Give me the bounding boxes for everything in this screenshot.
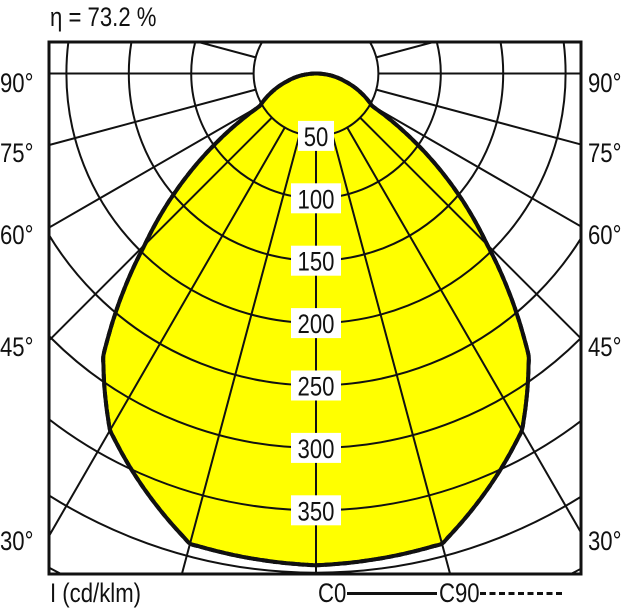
radial-tick-300: 300 — [298, 435, 335, 465]
angle-label-left: 60° — [0, 221, 33, 251]
unit-label: I (cd/klm) — [50, 578, 142, 608]
legend-solid-line — [346, 592, 437, 595]
legend-dashed-line — [480, 592, 563, 595]
angle-label-left: 75° — [0, 139, 33, 169]
angle-label-right: 45° — [588, 333, 621, 363]
legend-c0-label: C0 — [318, 578, 347, 608]
radial-tick-350: 350 — [298, 497, 335, 527]
radial-tick-50: 50 — [304, 123, 329, 153]
legend: C0 C90 — [318, 578, 563, 609]
legend-c90-label: C90 — [438, 578, 480, 608]
efficiency-label: η = 73.2 % — [50, 2, 157, 32]
angle-label-left: 45° — [0, 333, 33, 363]
intensity-outline — [101, 71, 531, 568]
radial-tick-100: 100 — [298, 185, 335, 215]
angle-label-right: 60° — [588, 221, 621, 251]
angle-label-right: 75° — [588, 139, 621, 169]
radial-tick-200: 200 — [298, 310, 335, 340]
angle-label-right: 90° — [588, 69, 621, 99]
radial-tick-250: 250 — [298, 373, 335, 403]
angle-labels: 90° 75° 60° 45° 30° 90° 75° 60° 45° 30° — [0, 69, 621, 557]
radial-tick-150: 150 — [298, 248, 335, 278]
angle-label-right: 30° — [588, 527, 621, 557]
angle-label-left: 90° — [0, 69, 33, 99]
radial-tick-labels: 50 100 150 200 250 300 350 — [291, 120, 341, 527]
angle-label-left: 30° — [0, 527, 33, 557]
plot-frame — [47, 40, 583, 576]
